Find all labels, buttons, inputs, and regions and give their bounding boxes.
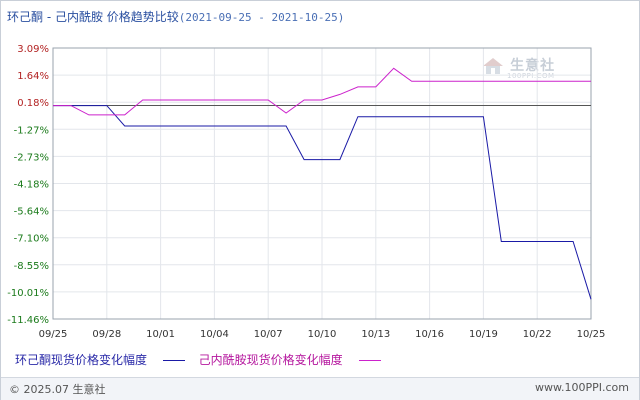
chart-title-range: (2021-09-25 - 2021-10-25) xyxy=(178,11,345,24)
x-tick-label: 10/19 xyxy=(469,329,498,340)
copyright-text: © 2025.07 生意社 xyxy=(9,383,106,396)
series-lines xyxy=(53,67,592,300)
legend-swatch-series2 xyxy=(358,360,381,361)
site-link[interactable]: www.100PPI.com xyxy=(535,381,629,394)
x-tick-label: 10/22 xyxy=(523,329,552,340)
x-tick-label: 10/16 xyxy=(415,329,444,340)
chart-title-main: 环己酮 - 己内酰胺 价格趋势比较 xyxy=(7,10,179,24)
watermark-name: 生意社 xyxy=(510,58,556,74)
legend-label-series1: 环己酮现货价格变化幅度 xyxy=(15,353,148,367)
x-tick-labels: 09/25 09/28 10/01 10/04 10/07 10/10 10/13 10/16… xyxy=(39,329,606,340)
x-tick-label: 09/25 xyxy=(39,329,68,340)
x-tick-label: 10/01 xyxy=(146,329,175,340)
legend: 环己酮现货价格变化幅度 己内酰胺现货价格变化幅度 xyxy=(15,351,391,368)
y-tick-label: -8.55% xyxy=(14,261,49,272)
y-tick-label: -5.64% xyxy=(14,207,49,218)
y-tick-label: -1.27% xyxy=(14,125,49,136)
y-tick-label: -2.73% xyxy=(14,152,49,163)
y-tick-label: -11.46% xyxy=(7,315,49,326)
legend-swatch-series1 xyxy=(162,360,185,361)
y-tick-label: -7.10% xyxy=(14,234,49,245)
x-tick-label: 10/25 xyxy=(577,329,606,340)
y-tick-label: 0.18% xyxy=(17,98,49,109)
chart-title: 环己酮 - 己内酰胺 价格趋势比较(2021-09-25 - 2021-10-2… xyxy=(7,8,344,25)
x-tick-label: 10/10 xyxy=(308,329,337,340)
x-tick-label: 10/13 xyxy=(361,329,390,340)
y-tick-label: 3.09% xyxy=(17,44,49,55)
x-tick-label: 10/04 xyxy=(200,329,229,340)
y-tick-labels: 3.09% 1.64% 0.18% -1.27% -2.73% -4.18% -5.64% -… xyxy=(7,44,49,326)
y-tick-label: 1.64% xyxy=(17,71,49,82)
house-icon xyxy=(483,57,503,74)
x-tick-label: 10/07 xyxy=(254,329,283,340)
series-line-1 xyxy=(53,105,592,300)
footer-bar: © 2025.07 生意社 www.100PPI.com xyxy=(1,377,639,400)
series-line-2 xyxy=(53,67,591,116)
y-tick-label: -4.18% xyxy=(14,180,49,191)
y-tick-label: -10.01% xyxy=(7,288,49,299)
grid-lines xyxy=(52,47,592,320)
legend-label-series2: 己内酰胺现货价格变化幅度 xyxy=(198,353,343,367)
plot-border xyxy=(52,47,592,320)
x-tick-label: 09/28 xyxy=(92,329,121,340)
line-chart: 3.09% 1.64% 0.18% -1.27% -2.73% -4.18% -5.64% -… xyxy=(7,44,606,340)
